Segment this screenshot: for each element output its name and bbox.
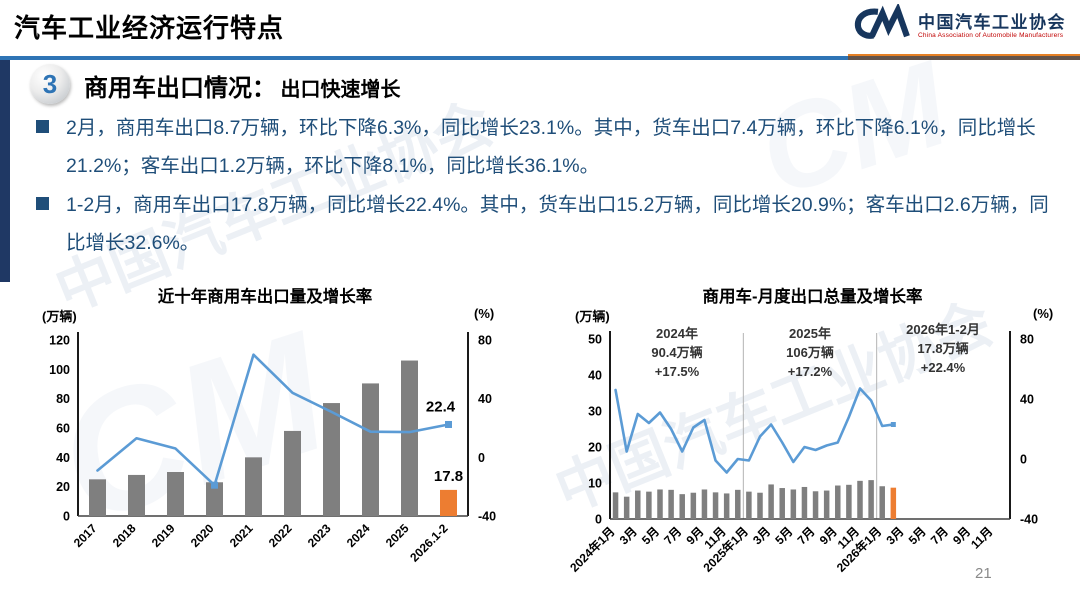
svg-text:11月: 11月 xyxy=(968,524,995,551)
svg-text:2017: 2017 xyxy=(71,521,100,550)
svg-text:20: 20 xyxy=(588,441,602,455)
svg-text:7月: 7月 xyxy=(928,524,951,547)
svg-text:2024: 2024 xyxy=(344,521,373,550)
header-rule-right xyxy=(848,54,1080,60)
svg-text:3月: 3月 xyxy=(617,524,640,547)
section-title: 商用车出口情况： xyxy=(84,75,276,102)
svg-text:2020: 2020 xyxy=(188,521,217,550)
annotation-2024: 2024年 90.4万辆 +17.5% xyxy=(651,326,703,379)
svg-text:7月: 7月 xyxy=(661,524,684,547)
svg-text:30: 30 xyxy=(588,405,602,419)
svg-text:3月: 3月 xyxy=(883,524,906,547)
svg-text:2018: 2018 xyxy=(110,521,139,550)
bullet-item: 1-2月，商用车出口17.8万辆，同比增长22.4%。其中，货车出口15.2万辆… xyxy=(36,187,1052,262)
svg-text:2024年1月: 2024年1月 xyxy=(567,524,618,575)
svg-text:100: 100 xyxy=(49,363,70,377)
svg-text:40: 40 xyxy=(588,369,602,383)
svg-text:80: 80 xyxy=(56,392,70,406)
bullet-square-icon xyxy=(36,120,49,133)
right-chart-unit-right: (%) xyxy=(1033,306,1054,321)
svg-text:5月: 5月 xyxy=(906,524,929,547)
svg-text:-40: -40 xyxy=(478,510,496,524)
svg-text:120: 120 xyxy=(49,334,70,348)
section-heading: 商用车出口情况： 出口快速增长 xyxy=(84,68,400,103)
bullet-square-icon xyxy=(36,197,49,211)
svg-text:40: 40 xyxy=(1020,393,1034,407)
svg-text:2021: 2021 xyxy=(227,521,256,550)
svg-text:7月: 7月 xyxy=(795,524,818,547)
svg-text:2023: 2023 xyxy=(305,521,334,550)
annotation-2026: 2026年1-2月 17.8万辆 +22.4% xyxy=(906,322,980,375)
page-title: 汽车工业经济运行特点 xyxy=(14,13,285,43)
svg-text:0: 0 xyxy=(595,513,602,527)
caam-logo-cn-name: 中国汽车工业协会 xyxy=(918,12,1066,32)
svg-text:40: 40 xyxy=(478,392,492,406)
left-chart-unit-left: (万辆) xyxy=(42,309,77,324)
svg-text:10: 10 xyxy=(588,477,602,491)
svg-text:5月: 5月 xyxy=(772,524,795,547)
svg-text:2025: 2025 xyxy=(383,521,412,550)
left-chart: 近十年商用车出口量及增长率 (万辆) (%) 0 20 40 60 80 100 120 -4… xyxy=(26,283,504,605)
svg-text:3月: 3月 xyxy=(750,524,773,547)
svg-text:2026.1-2: 2026.1-2 xyxy=(407,521,451,565)
svg-text:50: 50 xyxy=(588,333,602,347)
left-chart-unit-right: (%) xyxy=(474,306,495,321)
svg-text:20: 20 xyxy=(56,480,70,494)
right-chart-unit-left: (万辆) xyxy=(575,309,610,324)
svg-text:5月: 5月 xyxy=(639,524,662,547)
svg-text:17.8: 17.8 xyxy=(434,468,463,485)
svg-text:2019: 2019 xyxy=(149,521,178,550)
section-subtitle: 出口快速增长 xyxy=(280,79,401,101)
caam-logo-mark-icon xyxy=(852,2,910,49)
svg-text:-40: -40 xyxy=(1020,513,1038,527)
svg-text:0: 0 xyxy=(63,510,70,524)
caam-logo-en-name: China Association of Automobile Manufact… xyxy=(918,32,1064,40)
summary-bullets: 2月，商用车出口8.7万辆，环比下降6.3%，同比增长23.1%。其中，货车出口… xyxy=(36,110,1052,265)
svg-text:80: 80 xyxy=(1020,333,1034,347)
left-chart-title: 近十年商用车出口量及增长率 xyxy=(157,288,373,306)
svg-text:0: 0 xyxy=(478,451,485,465)
right-chart: 商用车-月度出口总量及增长率 (万辆) (%) 0 10 20 30 40 50 -40 0 4… xyxy=(555,283,1070,605)
svg-text:2022: 2022 xyxy=(266,521,295,550)
svg-text:80: 80 xyxy=(478,334,492,348)
right-chart-title: 商用车-月度出口总量及增长率 xyxy=(702,288,923,306)
header-rule xyxy=(0,56,848,60)
bullet-text: 2月，商用车出口8.7万辆，环比下降6.3%，同比增长23.1%。其中，货车出口… xyxy=(66,117,1036,177)
svg-text:40: 40 xyxy=(56,451,70,465)
annotation-2025: 2025年 106万辆 +17.2% xyxy=(786,326,834,379)
caam-logo: 中国汽车工业协会 China Association of Automobile… xyxy=(852,2,1066,49)
svg-text:0: 0 xyxy=(1020,453,1027,467)
svg-text:60: 60 xyxy=(56,422,70,436)
bullet-text: 1-2月，商用车出口17.8万辆，同比增长22.4%。其中，货车出口15.2万辆… xyxy=(66,194,1049,254)
bullet-item: 2月，商用车出口8.7万辆，环比下降6.3%，同比增长23.1%。其中，货车出口… xyxy=(36,110,1052,185)
left-chart-canvas: 0 20 40 60 80 100 120 -40 0 40 80 2017 2018 2019 2020 2… xyxy=(49,332,496,565)
page-number: 21 xyxy=(975,565,992,582)
svg-text:22.4: 22.4 xyxy=(426,398,456,415)
left-accent-bar xyxy=(0,60,10,282)
section-number-badge: 3 xyxy=(30,64,70,104)
